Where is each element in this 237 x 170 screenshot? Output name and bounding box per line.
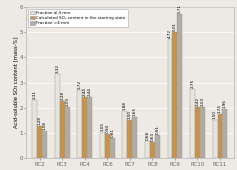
Text: 2.72: 2.72 xyxy=(78,79,82,89)
Bar xyxy=(213,120,218,158)
Bar xyxy=(55,74,60,158)
Text: 2.44: 2.44 xyxy=(88,87,92,96)
Text: 1.88: 1.88 xyxy=(123,101,127,110)
Bar xyxy=(155,135,160,158)
Text: 0.68: 0.68 xyxy=(146,131,150,140)
Bar xyxy=(132,116,137,158)
Bar xyxy=(65,107,70,158)
Bar xyxy=(32,100,37,158)
Y-axis label: Acid-soluble SO₃ content [mass-%]: Acid-soluble SO₃ content [mass-%] xyxy=(13,37,18,128)
Text: 1.50: 1.50 xyxy=(213,110,217,119)
Bar xyxy=(145,141,150,158)
Bar xyxy=(42,131,47,158)
Bar xyxy=(77,90,82,158)
Text: 5.01: 5.01 xyxy=(173,22,177,31)
Bar xyxy=(218,114,223,158)
Text: 1.08: 1.08 xyxy=(43,121,47,130)
Bar xyxy=(190,89,195,158)
Bar xyxy=(173,32,178,158)
Bar xyxy=(168,39,173,158)
Text: 1.28: 1.28 xyxy=(38,116,42,125)
Text: 1.96: 1.96 xyxy=(223,99,227,108)
Bar xyxy=(123,111,128,158)
Text: 0.94: 0.94 xyxy=(105,124,109,133)
Text: 2.03: 2.03 xyxy=(65,97,69,106)
Legend: Fraction ≤ 4 mm, Calculated SO₃ content in the starting state, Fraction >4 mm: Fraction ≤ 4 mm, Calculated SO₃ content … xyxy=(28,9,128,28)
Text: 2.42: 2.42 xyxy=(196,97,200,106)
Text: 2.44: 2.44 xyxy=(83,87,87,96)
Bar xyxy=(195,107,200,158)
Bar xyxy=(110,138,115,158)
Bar xyxy=(60,101,65,158)
Text: 0.63: 0.63 xyxy=(150,132,155,141)
Text: 1.50: 1.50 xyxy=(128,110,132,119)
Bar xyxy=(37,126,42,158)
Bar xyxy=(223,109,228,158)
Bar xyxy=(150,142,155,158)
Text: 1.74: 1.74 xyxy=(218,104,222,113)
Text: 4.72: 4.72 xyxy=(168,29,172,38)
Text: 2.03: 2.03 xyxy=(201,97,205,106)
Bar xyxy=(178,14,182,158)
Bar xyxy=(87,97,92,158)
Bar xyxy=(82,97,87,158)
Bar xyxy=(100,132,105,158)
Text: 5.71: 5.71 xyxy=(178,4,182,13)
Text: 1.05: 1.05 xyxy=(100,122,105,131)
Text: 3.32: 3.32 xyxy=(55,64,59,73)
Text: 1.65: 1.65 xyxy=(133,107,137,115)
Bar xyxy=(200,107,205,158)
Text: 2.75: 2.75 xyxy=(191,79,195,88)
Text: 2.31: 2.31 xyxy=(33,90,37,99)
Bar xyxy=(105,134,110,158)
Text: 0.81: 0.81 xyxy=(110,128,114,137)
Text: 0.91: 0.91 xyxy=(155,125,160,134)
Bar xyxy=(128,120,132,158)
Text: 2.28: 2.28 xyxy=(60,91,64,100)
